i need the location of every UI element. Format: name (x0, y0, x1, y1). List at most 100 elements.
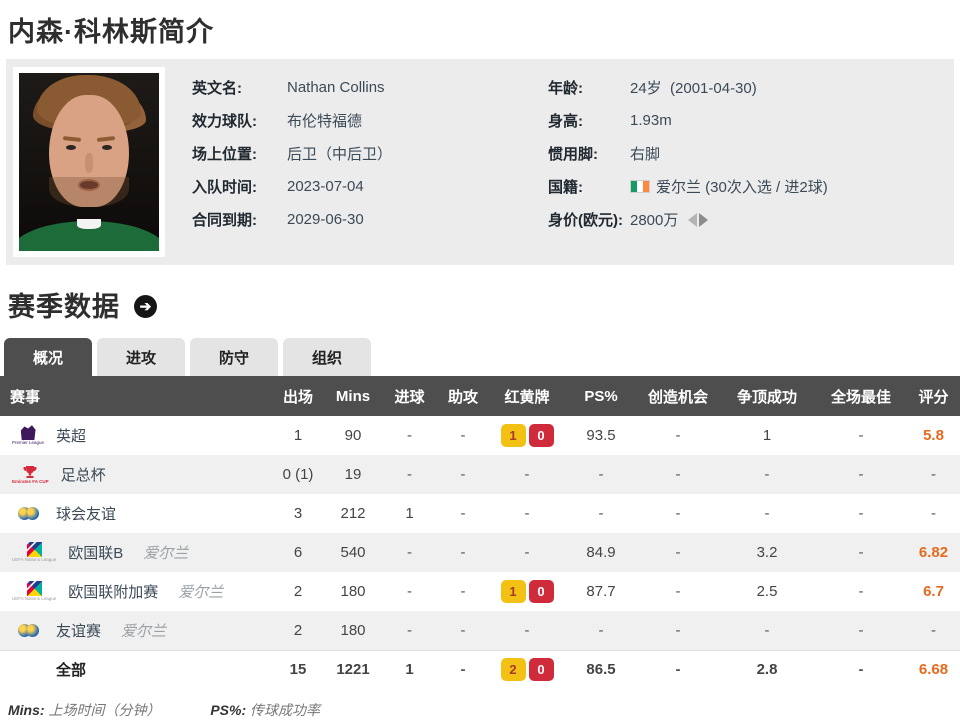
stat-cell: 6 (293, 544, 303, 561)
info-field-text: 后卫（中后卫） (287, 146, 393, 163)
info-field-label: 国籍: (548, 179, 583, 196)
competition-inner: UEFA Nations League 欧国联B 爱尔兰 (12, 542, 272, 563)
stat-cell: - (675, 466, 681, 483)
column-header: 进球 (382, 376, 437, 416)
rating-cell: 6.82 (918, 544, 949, 561)
fa-cup-caption: Emirates FA CUP (12, 478, 49, 484)
info-field-label: 场上位置: (192, 146, 257, 163)
season-section-title: 赛季数据 (8, 292, 120, 322)
stat-cell: - (407, 544, 412, 561)
tab-attack[interactable]: 进攻 (97, 338, 185, 376)
column-header: 全场最佳 (815, 376, 907, 416)
stat-cell: - (675, 661, 681, 679)
stat-cell: - (675, 621, 681, 639)
competition-inner: 友谊赛 爱尔兰 (12, 620, 272, 641)
table-total-row: 全部 15 1221 1 - 2 0 86.5 - 2.8 - 6.68 (0, 650, 960, 689)
stat-cell: 0 (1) (282, 466, 314, 483)
stat-cell: - (460, 427, 466, 444)
column-header: 出场 (272, 376, 324, 416)
stat-cell: - (675, 505, 681, 522)
nations-league-caption: UEFA Nations League (12, 596, 57, 602)
column-header: 红黄牌 (489, 376, 565, 416)
info-fields-left: 英文名: Nathan Collins 效力球队: 布伦特福德 场上位置: 后卫（中后卫）… (192, 71, 522, 236)
nations-league-flag (26, 581, 42, 597)
info-field-text: 24岁 (2001-04-30) (630, 80, 757, 97)
stat-cell: 212 (340, 505, 366, 522)
rating-cell: 5.8 (923, 427, 944, 444)
table-row: Emirates FA CUP 足总杯 0 (1) 19 - - - - - - - - (0, 455, 960, 494)
tab-defense[interactable]: 防守 (190, 338, 278, 376)
competition-cell: UEFA Nations League 欧国联B 爱尔兰 (0, 533, 272, 572)
column-header: 助攻 (437, 376, 489, 416)
club-friendly-globes-icon (12, 507, 44, 520)
table-row: Premier League 英超 1 90- -1 0 93.5-1-5.8 (0, 416, 960, 455)
page-title: 内森·科林斯简介 (8, 17, 214, 47)
competition-cell: 友谊赛 爱尔兰 (0, 611, 272, 650)
rating-cell: - (931, 505, 936, 522)
competition-inner: Emirates FA CUP 足总杯 (12, 464, 272, 485)
stat-cell: - (764, 621, 770, 639)
footnote-term-mins: Mins: (8, 702, 45, 718)
competition-inner: UEFA Nations League 欧国联附加赛 爱尔兰 (12, 581, 272, 602)
info-field-value: 2800万 (630, 209, 709, 230)
value-trend-arrows-icon[interactable] (688, 212, 709, 227)
stat-cell: - (858, 544, 864, 561)
globes-icon (17, 507, 39, 520)
info-field-row: 合同到期: 2029-06-30 (192, 203, 522, 236)
stat-cell: - (460, 661, 466, 679)
total-label: 全部 (56, 662, 87, 680)
info-field-text: 右脚 (630, 146, 661, 163)
info-field-value: 24岁 (2001-04-30) (630, 77, 757, 98)
info-field-label: 身价(欧元): (548, 212, 623, 229)
fa-cup-icon: Emirates FA CUP (12, 465, 49, 485)
stat-cell: - (858, 505, 864, 522)
stat-cell: 93.5 (586, 427, 616, 444)
stat-cell: 3 (293, 505, 303, 522)
column-header: 争顶成功 (719, 376, 815, 416)
stat-cell: 540 (340, 544, 366, 561)
info-field-row: 身价(欧元): 2800万 (548, 203, 948, 236)
premier-league-caption: Premier League (12, 440, 45, 446)
stat-cell: - (407, 466, 412, 483)
table-footnotes: Mins: 上场时间（分钟） PS%: 传球成功率 (8, 700, 960, 720)
cards-cell: - (524, 505, 530, 522)
circle-arrow-right-icon[interactable]: ➔ (134, 295, 157, 318)
red-cards-badge: 0 (528, 658, 554, 682)
club-friendly-globes-icon (12, 623, 44, 637)
stat-cell: 87.7 (586, 583, 616, 600)
stat-cell: 90 (344, 427, 362, 444)
nations-league-icon: UEFA Nations League (12, 542, 56, 563)
info-field-value: 1.93m (630, 112, 672, 129)
table-row: 球会友谊 3 212 1 - - - - - - - (0, 494, 960, 533)
stat-cell: 2.8 (756, 661, 778, 679)
tab-organization[interactable]: 组织 (283, 338, 371, 376)
stat-cell: - (460, 583, 466, 600)
info-fields-right: 年龄: 24岁 (2001-04-30) 身高: 1.93m 惯用脚: 右脚 国籍: 爱尔兰 … (548, 71, 948, 236)
season-tabs: 概况 进攻 防守 组织 (4, 338, 960, 376)
stat-cell: - (460, 544, 466, 561)
stat-cell: - (460, 621, 466, 639)
red-cards-badge: 0 (528, 424, 554, 447)
info-field-row: 惯用脚: 右脚 (548, 137, 948, 170)
info-field-text: 爱尔兰 (30次入选 / 进2球) (656, 179, 828, 196)
info-field-label: 入队时间: (192, 179, 257, 196)
cards-cell: - (524, 466, 530, 483)
stat-cell: 180 (340, 621, 366, 639)
yellow-cards-badge: 1 (500, 424, 526, 447)
info-field-value: 爱尔兰 (30次入选 / 进2球) (630, 176, 828, 197)
stat-cell: - (675, 427, 681, 444)
stat-cell: 84.9 (586, 544, 616, 561)
stat-cell: - (407, 583, 412, 600)
info-field-row: 身高: 1.93m (548, 104, 948, 137)
tab-overview[interactable]: 概况 (4, 338, 92, 376)
nations-league-icon: UEFA Nations League (12, 581, 56, 602)
stat-cell: 2 (293, 583, 303, 600)
stat-cell: - (460, 466, 466, 483)
column-header: PS% (565, 376, 637, 416)
info-field-row: 入队时间: 2023-07-04 (192, 170, 522, 203)
stat-cell: - (764, 466, 770, 483)
player-photo-image (19, 73, 159, 251)
info-field-label: 惯用脚: (548, 146, 598, 163)
info-field-label: 英文名: (192, 80, 242, 97)
stat-cell: - (407, 621, 412, 639)
